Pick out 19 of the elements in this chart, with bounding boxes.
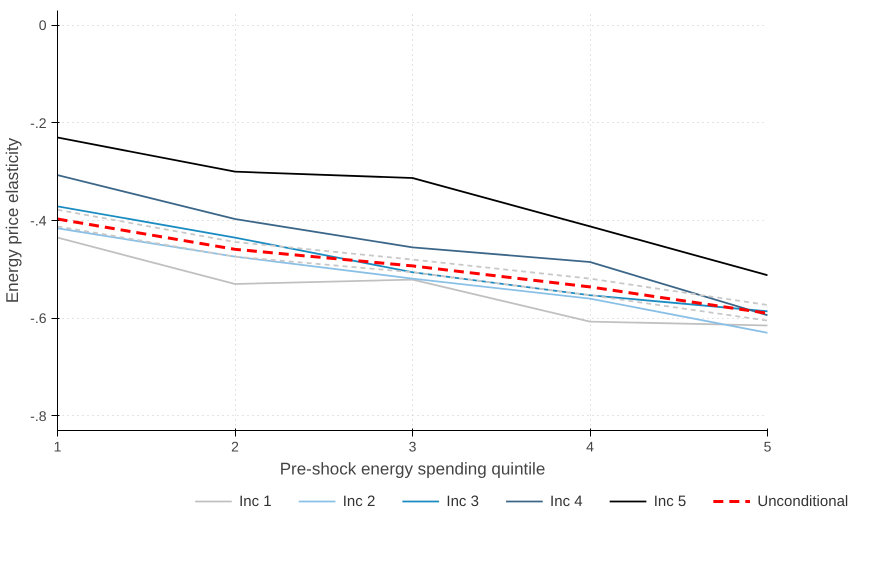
x-tick-label: 5 xyxy=(764,438,772,454)
x-tick-label: 4 xyxy=(586,438,594,454)
y-tick-label: -.2 xyxy=(30,114,47,131)
y-tick-label: -.6 xyxy=(30,310,47,326)
legend-label: Inc 4 xyxy=(550,493,583,510)
y-tick-label: -.4 xyxy=(30,212,47,228)
legend-label: Inc 1 xyxy=(239,493,272,510)
legend-label: Inc 2 xyxy=(342,493,376,510)
x-tick-label: 1 xyxy=(54,438,62,454)
y-tick-label: -.8 xyxy=(30,408,47,424)
x-tick-label: 3 xyxy=(408,438,417,454)
legend-label: Inc 5 xyxy=(654,493,686,510)
x-axis-title: Pre-shock energy spending quintile xyxy=(280,460,546,478)
x-tick-label: 2 xyxy=(231,438,240,454)
y-axis-title: Energy price elasticity xyxy=(3,137,22,304)
y-tick-label: 0 xyxy=(38,17,47,34)
line-series xyxy=(58,174,768,316)
legend-label: Inc 3 xyxy=(446,493,479,510)
legend-label: Unconditional xyxy=(757,493,848,510)
